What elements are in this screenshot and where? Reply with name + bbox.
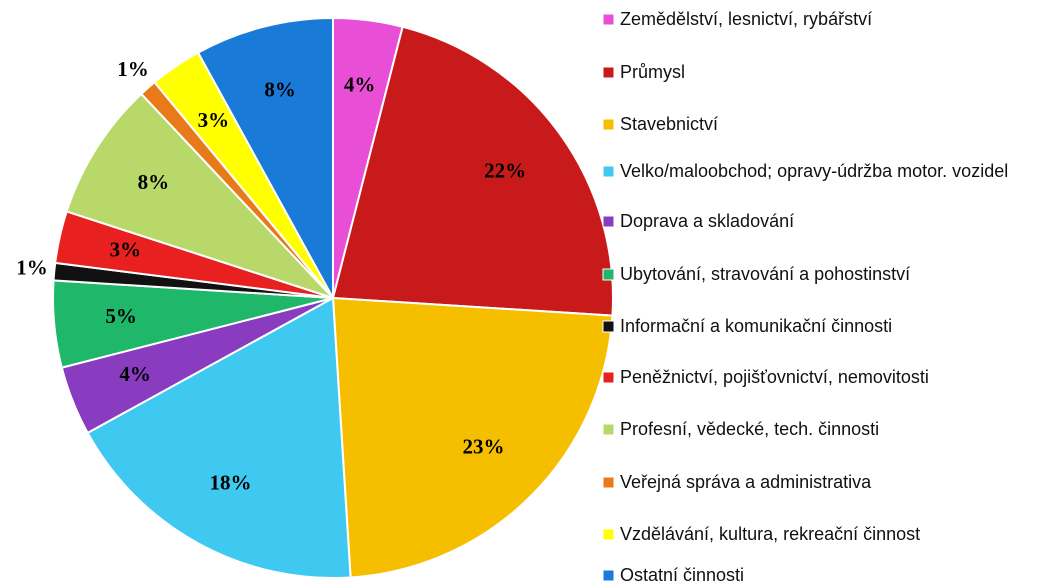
legend-label: Vzdělávání, kultura, rekreační činnost (620, 524, 920, 544)
value-label: 8% (138, 170, 170, 194)
legend-label: Stavebnictví (620, 114, 718, 134)
value-label: 18% (209, 470, 251, 494)
legend-swatch (602, 118, 615, 131)
pie-slice (65, 92, 334, 299)
value-label: 5% (105, 304, 137, 328)
legend-swatch (602, 165, 615, 178)
legend-swatch (602, 66, 615, 79)
legend-swatch (602, 423, 615, 436)
legend-label: Ubytování, stravování a pohostinství (620, 264, 910, 284)
value-label: 4% (344, 73, 376, 97)
legend-swatch (602, 215, 615, 228)
value-label: 1% (16, 255, 48, 279)
legend-label: Informační a komunikační činnosti (620, 316, 892, 336)
legend-label: Doprava a skladování (620, 211, 794, 231)
value-label: 4% (119, 362, 151, 386)
pie-slice (196, 16, 334, 299)
legend-swatch (602, 528, 615, 541)
value-label: 3% (198, 108, 230, 132)
legend-label: Ostatní činnosti (620, 565, 744, 585)
legend-label: Veřejná správa a administrativa (620, 472, 872, 492)
legend-label: Velko/maloobchod; opravy-údržba motor. v… (620, 161, 1008, 181)
legend-label: Profesní, vědecké, tech. činnosti (620, 419, 879, 439)
legend-label: Průmysl (620, 62, 685, 82)
legend-label: Zemědělství, lesnictví, rybářství (620, 9, 872, 29)
legend-swatch (602, 320, 615, 333)
value-label: 8% (264, 78, 296, 102)
value-label: 1% (117, 57, 149, 81)
legend-swatch (602, 476, 615, 489)
legend-swatch (602, 268, 615, 281)
pie-slice (86, 296, 352, 579)
value-label: 22% (484, 159, 526, 183)
legend-swatch (602, 371, 615, 384)
legend-swatch (602, 13, 615, 26)
value-label: 3% (110, 237, 142, 261)
value-label: 23% (462, 434, 504, 458)
legend-swatch (602, 569, 615, 582)
legend-label: Peněžnictví, pojišťovnictví, nemovitosti (620, 367, 929, 387)
pie-slice (331, 296, 614, 579)
